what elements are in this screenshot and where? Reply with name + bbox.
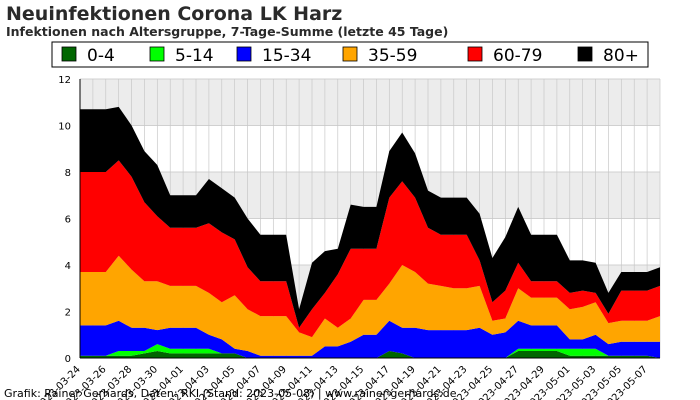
y-tick-3: 6 xyxy=(65,215,71,226)
area-5-14 xyxy=(80,344,660,358)
legend-swatch-5-14 xyxy=(149,46,165,62)
band-5 xyxy=(80,79,660,126)
legend-swatch-15-34 xyxy=(236,46,252,62)
legend-label-15-34: 15-34 xyxy=(262,46,311,66)
axes xyxy=(79,79,660,359)
area-0-4 xyxy=(80,351,660,358)
y-tick-2: 4 xyxy=(65,261,71,272)
legend-swatch-60-79 xyxy=(467,46,483,62)
y-tick-1: 2 xyxy=(65,308,71,319)
chart-footer: Grafik: Rainer Gerhards, Daten: RKI (Sta… xyxy=(4,387,457,400)
legend-label-0-4: 0-4 xyxy=(87,46,115,66)
y-tick-6: 12 xyxy=(58,75,71,86)
legend-swatch-0-4 xyxy=(61,46,77,62)
legend: 0-4 5-14 15-34 35-59 60-79 80+ xyxy=(51,41,649,68)
stacked-areas xyxy=(80,106,660,358)
legend-label-60-79: 60-79 xyxy=(493,46,542,66)
legend-swatch-80plus xyxy=(577,46,593,62)
y-tick-5: 10 xyxy=(58,122,71,133)
y-tick-0: 0 xyxy=(65,354,71,365)
y-tick-labels: 0 2 4 6 8 10 12 xyxy=(58,75,71,365)
chart-title: Neuinfektionen Corona LK Harz xyxy=(6,3,342,25)
legend-label-5-14: 5-14 xyxy=(175,46,214,66)
area-35-59 xyxy=(80,255,660,356)
area-60-79 xyxy=(80,160,660,338)
legend-label-35-59: 35-59 xyxy=(368,46,417,66)
chart-subtitle: Infektionen nach Altersgruppe, 7-Tage-Su… xyxy=(6,24,448,39)
y-tick-4: 8 xyxy=(65,168,71,179)
area-80plus xyxy=(80,106,660,328)
legend-label-80plus: 80+ xyxy=(603,46,639,66)
legend-swatch-35-59 xyxy=(342,46,358,62)
area-15-34 xyxy=(80,320,660,358)
